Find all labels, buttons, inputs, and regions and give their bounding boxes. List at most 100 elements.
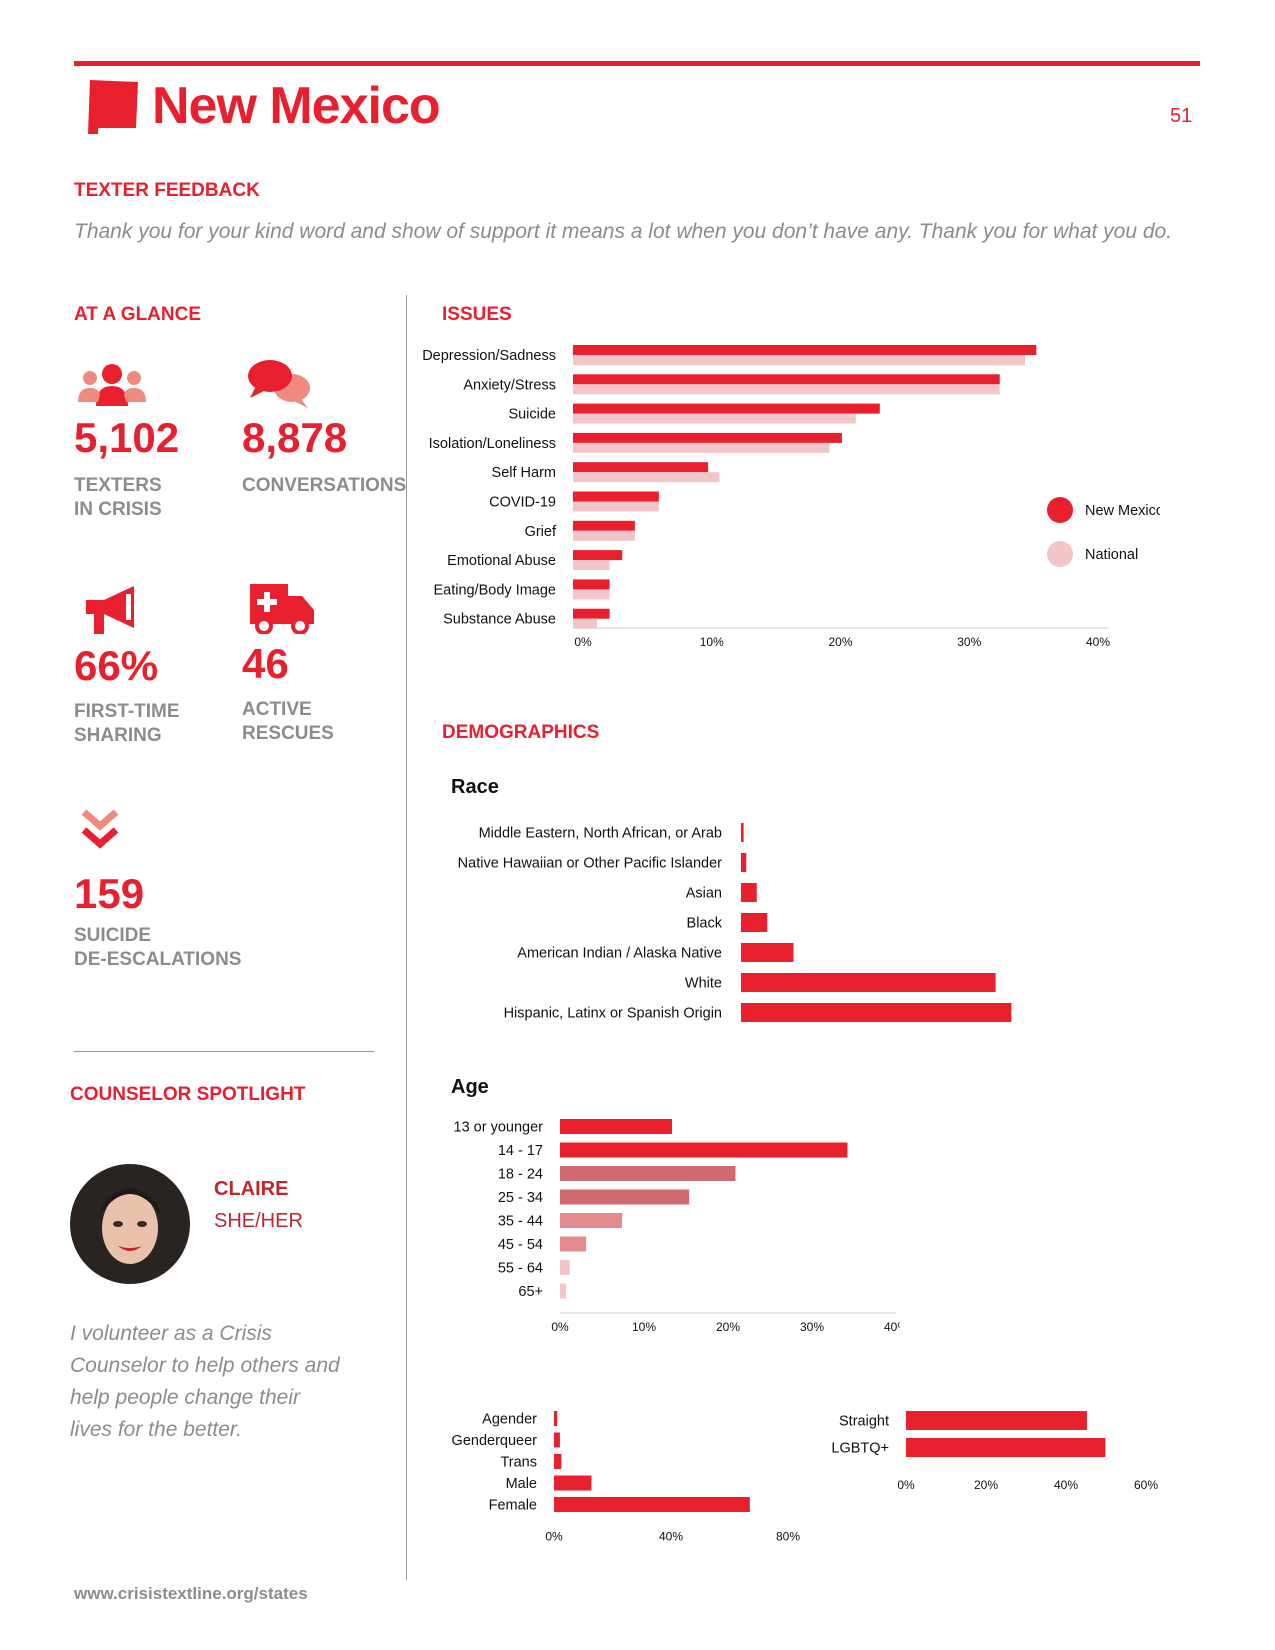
megaphone-icon: [86, 586, 134, 634]
x-tick-label: 30%: [800, 1320, 824, 1334]
counselor-photo: [70, 1164, 190, 1284]
category-label-emotional-abuse: Emotional Abuse: [447, 553, 556, 569]
bar-trans: [554, 1454, 562, 1469]
x-tick-label: 60%: [1134, 1478, 1158, 1492]
bar-national-anxiety-stress: [573, 384, 1000, 395]
bar-national-substance-abuse: [573, 618, 597, 629]
bar-new-mexico-substance-abuse: [573, 608, 610, 619]
first-time-label-line1: FIRST-TIME: [74, 701, 180, 722]
bar-straight: [906, 1411, 1087, 1430]
category-label-black: Black: [687, 916, 723, 932]
texter-feedback-quote: Thank you for your kind word and show of…: [74, 220, 1173, 243]
bar-65: [560, 1283, 566, 1299]
legend-label-national: National: [1085, 547, 1138, 563]
category-label-18-24: 18 - 24: [498, 1167, 543, 1183]
category-label-trans: Trans: [500, 1455, 537, 1471]
bar-national-covid-19: [573, 501, 659, 512]
category-label-female: Female: [489, 1498, 537, 1514]
category-label-isolation-loneliness: Isolation/Loneliness: [429, 436, 556, 452]
orientation-chart: Sexual OrientationStraightLGBTQ+0%20%40%…: [831, 1411, 1158, 1492]
x-tick-label: 0%: [551, 1320, 569, 1334]
x-tick-label: 40%: [1054, 1478, 1078, 1492]
category-label-depression-sadness: Depression/Sadness: [422, 348, 556, 364]
x-tick-label: 80%: [776, 1530, 800, 1544]
category-label-65: 65+: [518, 1284, 543, 1300]
counselor-pronouns: SHE/HER: [214, 1210, 303, 1232]
legend-label-new-mexico: New Mexico: [1085, 503, 1160, 519]
bar-american-indian-alaska-native: [741, 943, 794, 962]
chart-title: Race: [451, 776, 499, 798]
rescues-label-line1: ACTIVE: [242, 699, 312, 720]
conversations-value: 8,878: [242, 414, 348, 461]
bar-45-54: [560, 1236, 587, 1252]
counselor-name: CLAIRE: [214, 1178, 289, 1200]
bar-agender: [554, 1411, 558, 1426]
first-time-label-line2: SHARING: [74, 725, 162, 746]
bar-55-64: [560, 1260, 570, 1275]
issues-chart: Depression/Sadness Anxiety/Stress Suicide I…: [422, 345, 1160, 649]
texters-value: 5,102: [74, 414, 180, 461]
x-tick-label: 0%: [574, 635, 592, 649]
category-label-white: White: [685, 976, 722, 992]
bar-25-34: [560, 1189, 690, 1205]
category-label-55-64: 55 - 64: [498, 1261, 543, 1277]
rescues-value: 46: [242, 640, 289, 687]
x-tick-label: 40%: [884, 1320, 900, 1334]
counselor-spotlight-heading: COUNSELOR SPOTLIGHT: [70, 1084, 306, 1105]
page-title: New Mexico: [152, 77, 441, 135]
texters-label-line2: IN CRISIS: [74, 499, 162, 520]
category-label-hispanic-latinx-or-spanish-origin: Hispanic, Latinx or Spanish Origin: [504, 1006, 722, 1022]
category-label-14-17: 14 - 17: [498, 1143, 543, 1159]
bar-new-mexico-eating-body-image: [573, 579, 610, 590]
bar-hispanic-latinx-or-spanish-origin: [741, 1003, 1012, 1022]
legend-swatch-national: [1047, 541, 1073, 567]
issues-heading: ISSUES: [442, 304, 512, 325]
category-label-covid-19: COVID-19: [489, 495, 556, 511]
footer-url[interactable]: www.crisistextline.org/states: [74, 1584, 308, 1603]
category-label-genderqueer: Genderqueer: [452, 1433, 538, 1449]
bar-18-24: [560, 1166, 736, 1181]
x-tick-label: 10%: [700, 635, 724, 649]
conversations-label: CONVERSATIONS: [242, 475, 407, 496]
bar-female: [554, 1497, 750, 1512]
counselor-quote: I volunteer as a Crisis Counselor to hel…: [70, 1322, 340, 1441]
category-label-lgbtq: LGBTQ+: [831, 1441, 889, 1457]
ambulance-icon: [250, 584, 314, 634]
bar-national-depression-sadness: [573, 355, 1025, 365]
category-label-male: Male: [506, 1476, 537, 1492]
bar-national-suicide: [573, 413, 856, 424]
bar-middle-eastern-north-african-or-arab: [741, 823, 744, 842]
bar-national-eating-body-image: [573, 589, 610, 600]
bar-35-44: [560, 1213, 622, 1228]
bar-13-or-younger: [560, 1119, 672, 1134]
category-label-13-or-younger: 13 or younger: [454, 1120, 544, 1136]
bar-asian: [741, 883, 757, 902]
new-mexico-state-icon: [88, 80, 138, 134]
at-a-glance-heading: AT A GLANCE: [74, 304, 202, 325]
x-tick-label: 0%: [897, 1478, 915, 1492]
bar-new-mexico-grief: [573, 520, 635, 531]
bar-new-mexico-suicide: [573, 403, 880, 414]
x-tick-label: 20%: [828, 635, 852, 649]
x-tick-label: 30%: [957, 635, 981, 649]
bar-new-mexico-self-harm: [573, 462, 709, 473]
category-label-straight: Straight: [839, 1414, 889, 1430]
bar-new-mexico-depression-sadness: [573, 345, 1037, 355]
bar-new-mexico-emotional-abuse: [573, 550, 623, 561]
chat-bubbles-icon: [248, 360, 310, 408]
bar-national-isolation-loneliness: [573, 442, 830, 453]
rescues-label-line2: RESCUES: [242, 723, 334, 744]
x-tick-label: 40%: [1086, 635, 1110, 649]
bar-male: [554, 1475, 592, 1491]
bar-new-mexico-anxiety-stress: [573, 374, 1000, 385]
page-number: 51: [1170, 105, 1193, 127]
race-chart: Race Middle Eastern, North African, or Ar…: [451, 776, 1012, 1022]
category-label-grief: Grief: [525, 524, 557, 540]
header-rule: [74, 61, 1200, 66]
category-label-45-54: 45 - 54: [498, 1237, 543, 1253]
category-label-asian: Asian: [686, 886, 722, 902]
double-chevron-down-icon: [81, 809, 119, 849]
texters-label-line1: TEXTERS: [74, 475, 162, 496]
legend-swatch-new-mexico: [1047, 497, 1073, 523]
column-divider: [406, 295, 407, 1580]
